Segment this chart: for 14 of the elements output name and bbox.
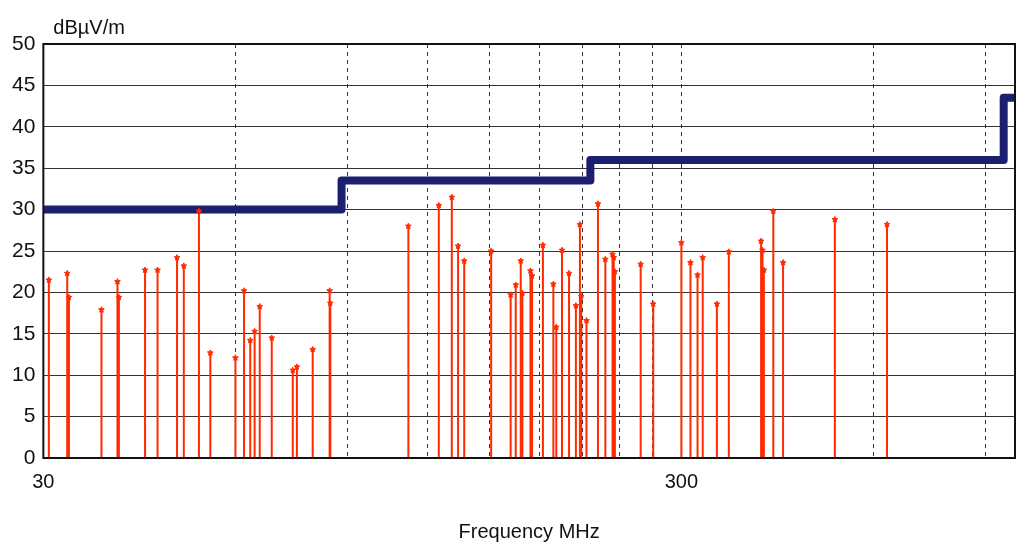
- y-tick-label: 25: [12, 237, 36, 261]
- y-tick-label: 40: [12, 113, 36, 137]
- y-tick-label: 15: [12, 320, 36, 344]
- y-tick-label: 20: [12, 279, 36, 303]
- y-tick-label: 5: [23, 403, 36, 427]
- x-tick-label: 300: [664, 469, 699, 492]
- y-tick-label: 50: [12, 30, 36, 54]
- y-tick-label: 35: [12, 155, 36, 178]
- y-tick-label: 30: [12, 196, 36, 220]
- y-tick-label: 0: [23, 444, 36, 468]
- x-axis-title: Frequency MHz: [458, 519, 600, 542]
- y-axis-title: dBµV/m: [53, 15, 125, 38]
- y-tick-label: 10: [12, 362, 36, 385]
- y-tick-label: 45: [12, 72, 36, 96]
